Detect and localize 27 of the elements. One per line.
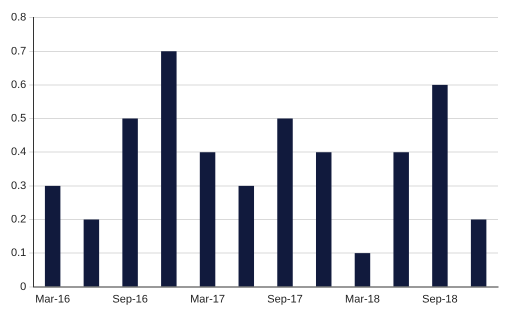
x-tick-label: Sep-16: [112, 293, 148, 306]
y-tick-label: 0.4: [10, 146, 26, 158]
x-tick-label: Mar-18: [345, 293, 380, 306]
x-tick-label: Sep-18: [422, 293, 458, 306]
y-tick-label: 0.7: [10, 45, 26, 58]
y-tick-label: 0.6: [10, 78, 26, 91]
bar: [432, 84, 448, 286]
y-tick-label: 0.8: [10, 12, 26, 24]
bar: [354, 253, 370, 286]
bar: [200, 152, 216, 286]
bar: [122, 118, 138, 286]
bar: [44, 186, 60, 286]
bar: [238, 186, 254, 286]
bar: [277, 118, 293, 286]
y-tick-label: 0: [20, 280, 26, 293]
bar: [161, 51, 177, 286]
y-tick-label: 0.1: [10, 247, 26, 260]
bar: [316, 152, 332, 286]
bar: [470, 220, 486, 286]
x-tick-label: Sep-17: [267, 293, 303, 306]
bar: [84, 220, 100, 286]
y-tick-label: 0.5: [10, 112, 26, 125]
y-tick-label: 0.2: [10, 214, 26, 226]
x-tick-label: Mar-16: [35, 293, 70, 306]
x-tick-label: Mar-17: [190, 293, 225, 306]
y-tick-label: 0.3: [10, 180, 26, 192]
bar: [393, 152, 409, 286]
